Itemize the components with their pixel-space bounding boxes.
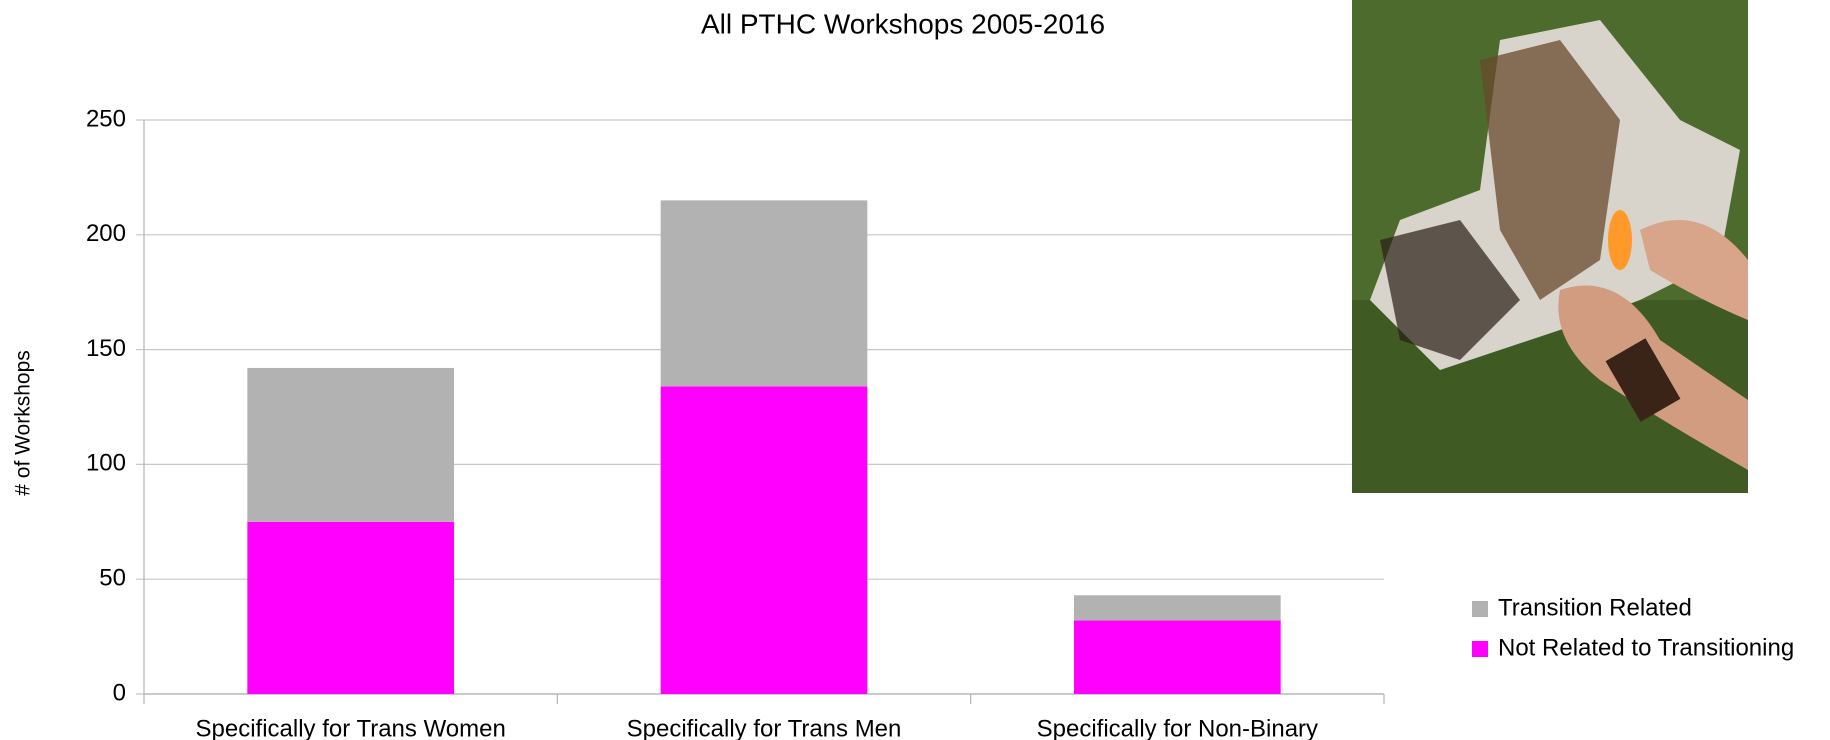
bar-segment: [247, 522, 454, 694]
bar-segment: [247, 368, 454, 522]
x-tick-label: Specifically for Non-Binary: [1037, 715, 1318, 740]
y-tick-label: 50: [99, 565, 126, 592]
x-tick-label: Specifically for Trans Men: [627, 715, 902, 740]
chart-title: All PTHC Workshops 2005-2016: [701, 8, 1105, 39]
y-tick-label: 200: [86, 220, 126, 247]
bar-segment: [1074, 621, 1281, 694]
bar-segment: [661, 386, 868, 694]
legend-swatch: [1472, 641, 1488, 657]
legend-label: Not Related to Transitioning: [1498, 634, 1794, 661]
y-tick-label: 100: [86, 450, 126, 477]
x-tick-label: Specifically for Trans Women: [195, 715, 505, 740]
legend-label: Transition Related: [1498, 594, 1692, 621]
y-tick-label: 150: [86, 335, 126, 362]
y-tick-label: 250: [86, 105, 126, 132]
y-axis-label: # of Workshops: [12, 350, 35, 496]
bar-segment: [1074, 595, 1281, 620]
bar-segment: [661, 200, 868, 386]
photo: [1352, 0, 1748, 493]
y-tick-label: 0: [113, 679, 126, 706]
legend-swatch: [1472, 601, 1488, 617]
chart: All PTHC Workshops 2005-2016 # of Worksh…: [0, 0, 1830, 740]
photo-flame: [1608, 210, 1632, 270]
